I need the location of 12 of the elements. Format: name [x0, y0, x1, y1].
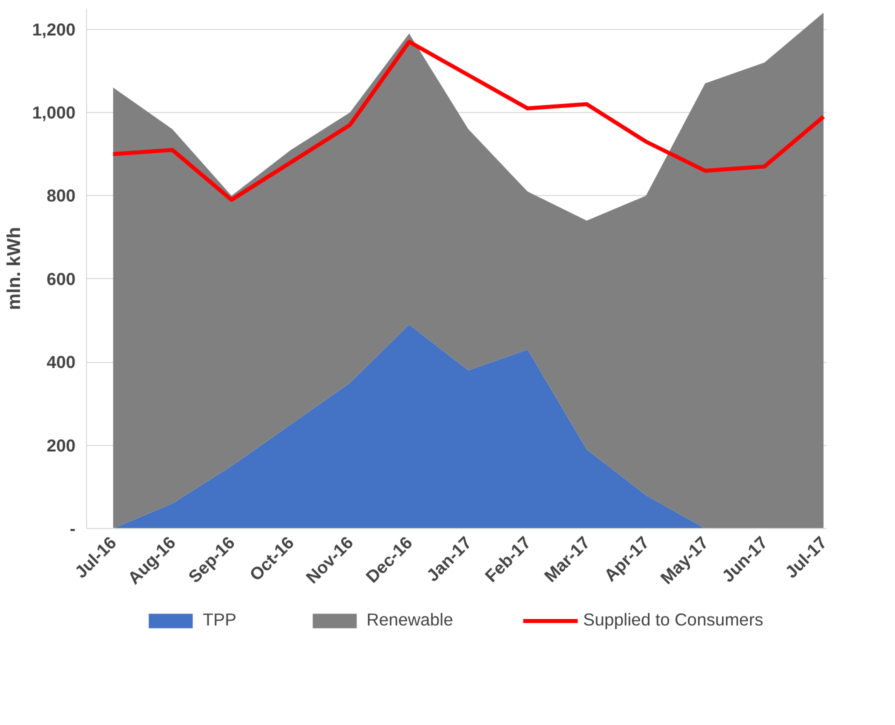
y-tick-label: 400 [46, 352, 76, 372]
y-tick-label: 1,000 [32, 102, 76, 122]
legend-label: Renewable [366, 610, 454, 630]
y-tick-label: 600 [46, 268, 76, 289]
legend-label: Supplied to Consumers [583, 610, 764, 630]
y-tick-label: 1,200 [32, 19, 76, 40]
y-tick-label: 800 [46, 186, 76, 206]
y-tick-label: 200 [46, 435, 76, 456]
legend-label: TPP [202, 610, 236, 630]
y-tick-label: - [70, 518, 76, 538]
line-series [111, 40, 826, 202]
y-axis-title: mln. kWh [3, 227, 24, 310]
